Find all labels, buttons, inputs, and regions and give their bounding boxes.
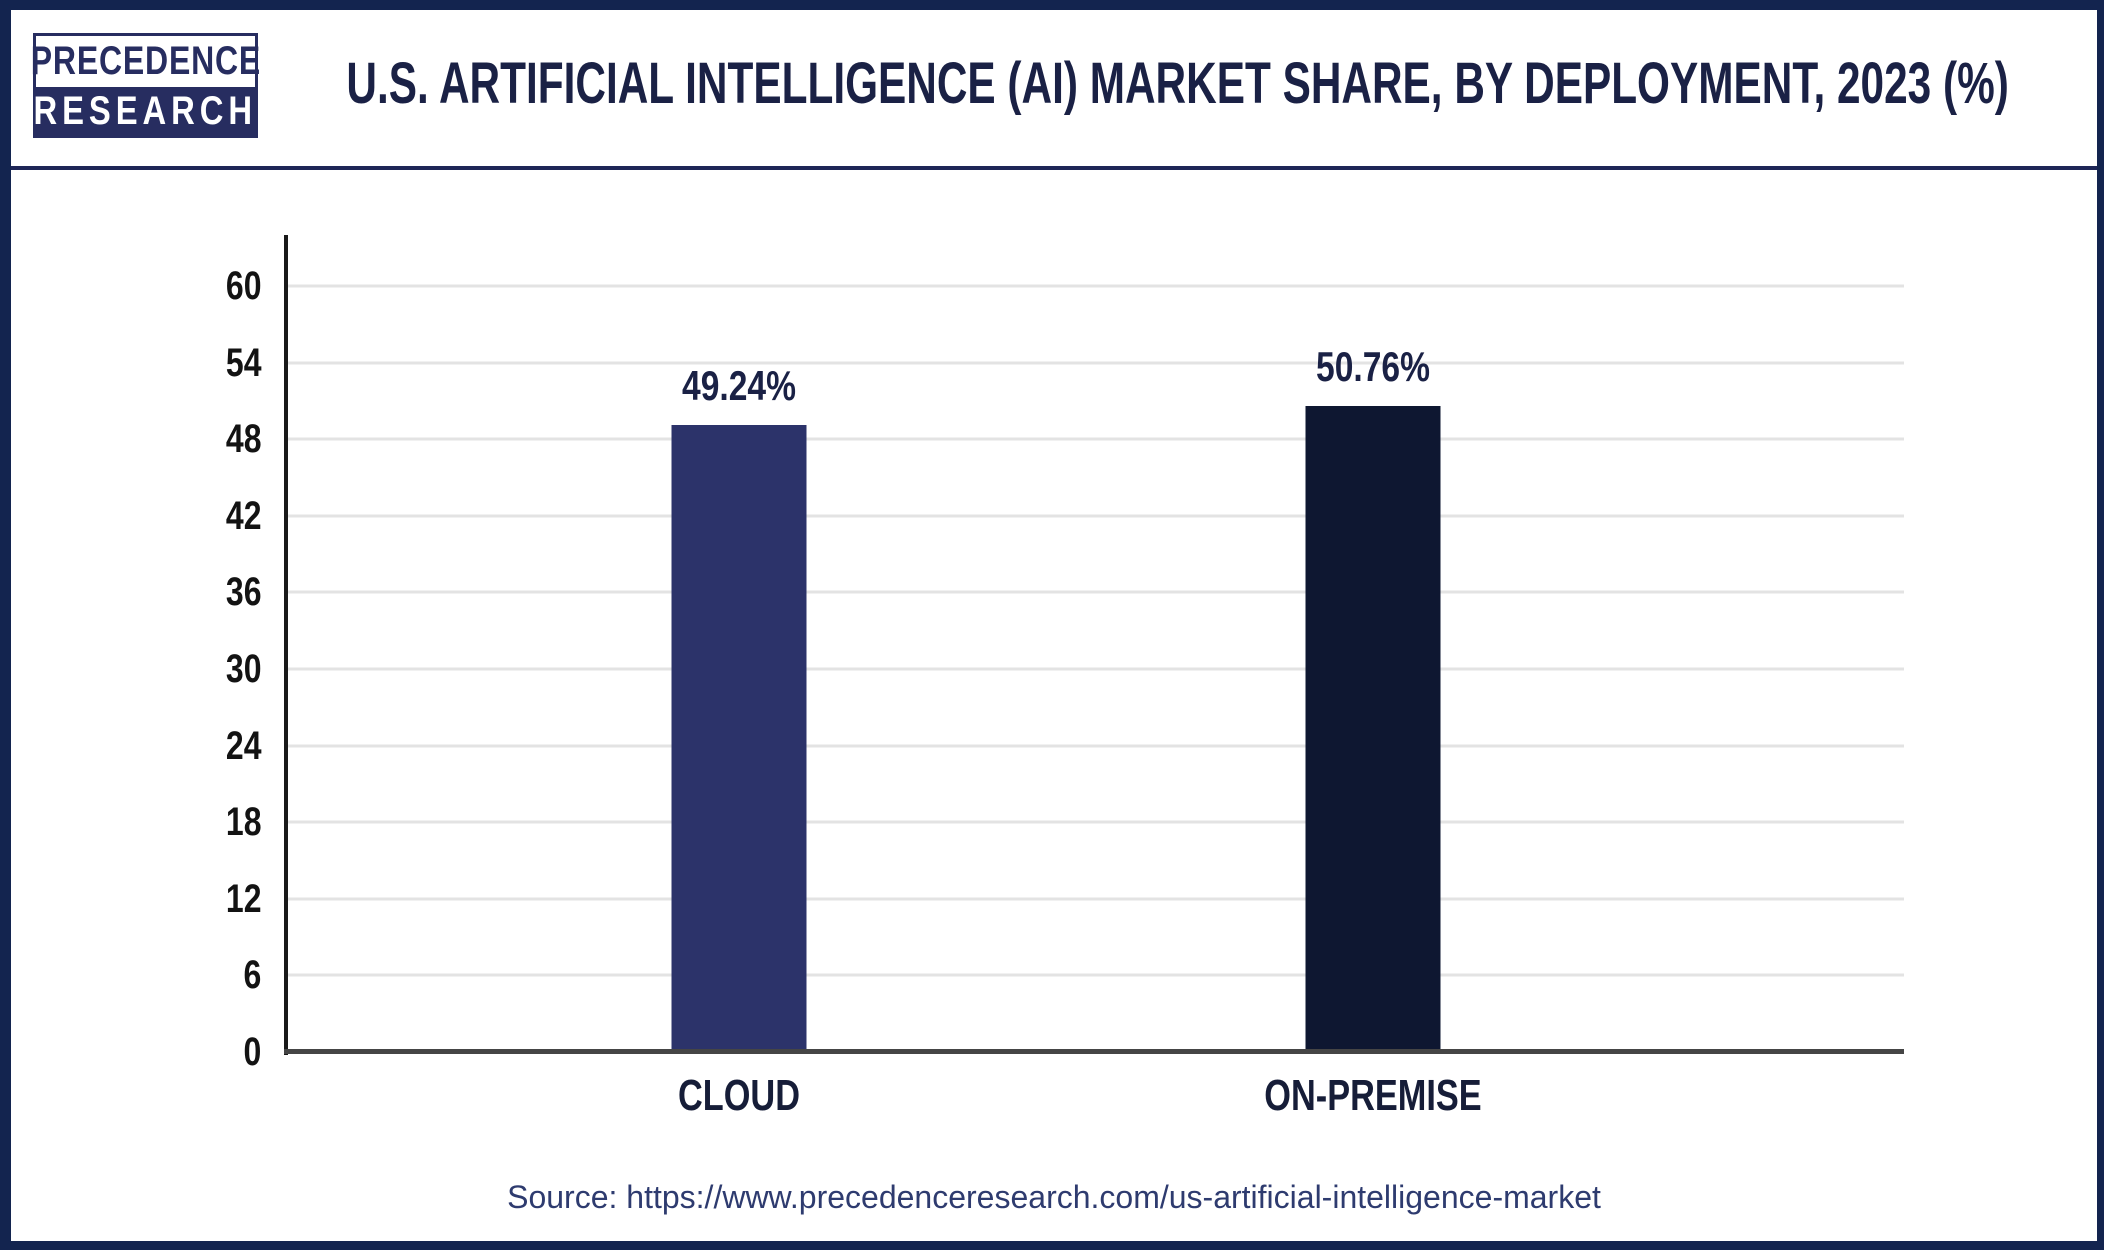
brand-logo: PRECEDENCE RESEARCH xyxy=(30,33,260,138)
title-wrap: U.S. ARTIFICIAL INTELLIGENCE (AI) MARKET… xyxy=(268,10,2087,158)
y-tick-label-24: 24 xyxy=(225,723,261,768)
brand-logo-top: PRECEDENCE xyxy=(30,36,260,87)
source-text: Source: https://www.precedenceresearch.c… xyxy=(507,1178,1601,1216)
brand-logo-bottom: RESEARCH xyxy=(33,86,258,135)
header: PRECEDENCE RESEARCH U.S. ARTIFICIAL INTE… xyxy=(11,10,2097,158)
source-url: https://www.precedenceresearch.com/us-ar… xyxy=(626,1179,1601,1215)
y-tick-label-6: 6 xyxy=(243,953,261,998)
y-tick-label-36: 36 xyxy=(225,570,261,615)
gridline-18 xyxy=(286,820,1904,824)
bar-on-premise xyxy=(1305,406,1441,1054)
gridline-6 xyxy=(286,973,1904,977)
source-label: Source: xyxy=(507,1179,618,1215)
value-label-on-premise: 50.76% xyxy=(1316,343,1431,391)
gridline-36 xyxy=(286,590,1904,594)
y-tick-label-54: 54 xyxy=(225,340,261,385)
brand-line1: PRECEDENCE xyxy=(30,39,261,84)
gridline-42 xyxy=(286,514,1904,518)
page-title: U.S. ARTIFICIAL INTELLIGENCE (AI) MARKET… xyxy=(346,51,2009,116)
gridline-48 xyxy=(286,437,1904,441)
gridline-54 xyxy=(286,361,1904,365)
gridline-12 xyxy=(286,897,1904,901)
x-axis-baseline xyxy=(284,1049,1904,1054)
y-tick-label-18: 18 xyxy=(225,800,261,845)
category-label-on-premise: ON-PREMISE xyxy=(1264,1071,1482,1120)
y-tick-label-48: 48 xyxy=(225,417,261,462)
gridline-30 xyxy=(286,667,1904,671)
value-label-cloud: 49.24% xyxy=(682,362,797,410)
y-tick-label-0: 0 xyxy=(243,1030,261,1074)
y-axis-ticks: 0 6 12 18 24 30 36 42 48 54 60 xyxy=(111,235,261,1072)
source-row: Source: https://www.precedenceresearch.c… xyxy=(11,1178,2097,1216)
y-tick-label-12: 12 xyxy=(225,876,261,921)
y-tick-label-30: 30 xyxy=(225,647,261,692)
gridline-24 xyxy=(286,744,1904,748)
y-axis-line xyxy=(284,235,288,1055)
y-tick-label-60: 60 xyxy=(225,264,261,309)
gridline-60 xyxy=(286,284,1904,288)
header-divider xyxy=(11,166,2097,170)
brand-line2: RESEARCH xyxy=(33,88,258,133)
y-tick-label-42: 42 xyxy=(225,493,261,538)
category-label-cloud: CLOUD xyxy=(678,1071,801,1120)
bar-cloud xyxy=(671,425,807,1054)
plot-area: 49.24% CLOUD 50.76% ON-PREMISE xyxy=(284,235,1904,1118)
